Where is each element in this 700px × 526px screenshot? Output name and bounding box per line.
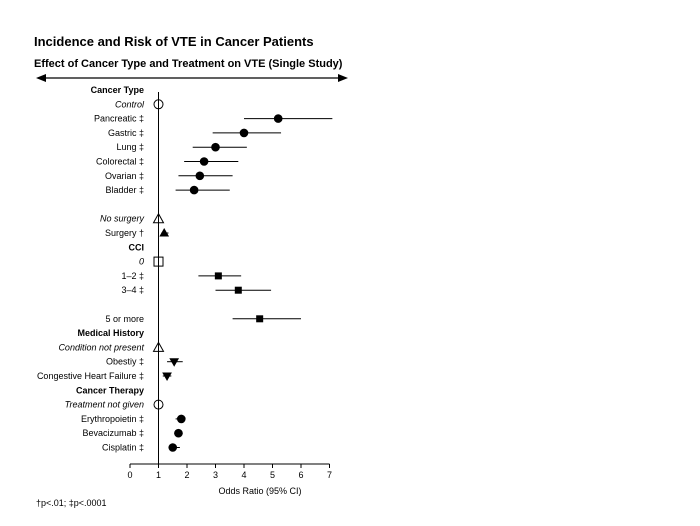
- x-tick-label-6: 6: [298, 470, 303, 480]
- row-label-pancreatic: Pancreatic ‡: [94, 114, 144, 124]
- row-label-bevacizumab: Bevacizumab ‡: [82, 428, 144, 438]
- row-label-bladder: Bladder ‡: [105, 185, 144, 195]
- row-label-0: 0: [139, 257, 144, 267]
- row-label-condition-not-present: Condition not present: [58, 342, 144, 352]
- x-tick-label-2: 2: [184, 470, 189, 480]
- row-label-gastric: Gastric ‡: [108, 128, 144, 138]
- row-label-medical-history: Medical History: [77, 328, 144, 338]
- row-label-erythropoietin: Erythropoietin ‡: [81, 414, 144, 424]
- x-axis: 0 1 2 3 4 5 6 7 Odds Ratio (95% CI): [127, 92, 332, 496]
- page-subtitle: Effect of Cancer Type and Treatment on V…: [34, 58, 343, 70]
- row-label-obestiy: Obestiy ‡: [106, 357, 144, 367]
- row-label-cci: CCI: [129, 242, 145, 252]
- page-title: Incidence and Risk of VTE in Cancer Pati…: [34, 34, 314, 49]
- row-label-3-4: 3–4 ‡: [121, 285, 144, 295]
- estimate-marker-colorectal: [199, 157, 209, 166]
- footnote: †p<.01; ‡p<.0001: [36, 498, 107, 508]
- row-label-cancer-type: Cancer Type: [91, 85, 144, 95]
- x-tick-label-7: 7: [327, 470, 332, 480]
- row-label-treatment-not-given: Treatment not given: [65, 400, 144, 410]
- double-arrow-line: [36, 74, 348, 82]
- estimate-marker-bladder: [189, 185, 199, 195]
- row-label-cancer-therapy: Cancer Therapy: [76, 385, 144, 395]
- row-label-cisplatin: Cisplatin ‡: [102, 443, 144, 453]
- rows-layer: Cancer Type Control Pancreatic ‡ Gastric ‡ L…: [37, 85, 333, 453]
- row-label-colorectal: Colorectal ‡: [96, 157, 144, 167]
- x-tick-label-3: 3: [213, 470, 218, 480]
- estimate-marker-lung: [211, 142, 220, 152]
- row-label-no-surgery: No surgery: [100, 214, 145, 224]
- x-axis-label: Odds Ratio (95% CI): [218, 486, 301, 496]
- estimate-marker-erythropoietin: [177, 414, 186, 424]
- estimate-marker-surgery: [159, 227, 170, 237]
- estimate-marker-cisplatin: [168, 443, 178, 452]
- estimate-marker-ovarian: [195, 171, 205, 181]
- estimate-marker-5-or-more: [256, 315, 264, 323]
- estimate-marker-1-2: [214, 272, 222, 280]
- estimate-marker-bevacizumab: [174, 428, 183, 438]
- estimate-marker-3-4: [234, 286, 242, 294]
- row-label-congestive-heart-failure: Congestive Heart Failure ‡: [37, 371, 144, 381]
- row-label-lung: Lung ‡: [116, 142, 144, 152]
- estimate-marker-congestive-heart-failure: [162, 372, 172, 382]
- row-label-surgery: Surgery †: [105, 228, 144, 238]
- x-tick-label-5: 5: [270, 470, 275, 480]
- row-label-5-or-more: 5 or more: [105, 314, 144, 324]
- x-tick-label-0: 0: [127, 470, 132, 480]
- estimate-marker-gastric: [239, 128, 249, 138]
- row-label-control: Control: [115, 99, 145, 109]
- row-label-ovarian: Ovarian ‡: [105, 171, 144, 181]
- x-tick-label-1: 1: [156, 470, 161, 480]
- estimate-marker-pancreatic: [273, 114, 283, 123]
- estimate-marker-obestiy: [169, 358, 180, 367]
- row-label-1-2: 1–2 ‡: [121, 271, 144, 281]
- x-tick-label-4: 4: [241, 470, 246, 480]
